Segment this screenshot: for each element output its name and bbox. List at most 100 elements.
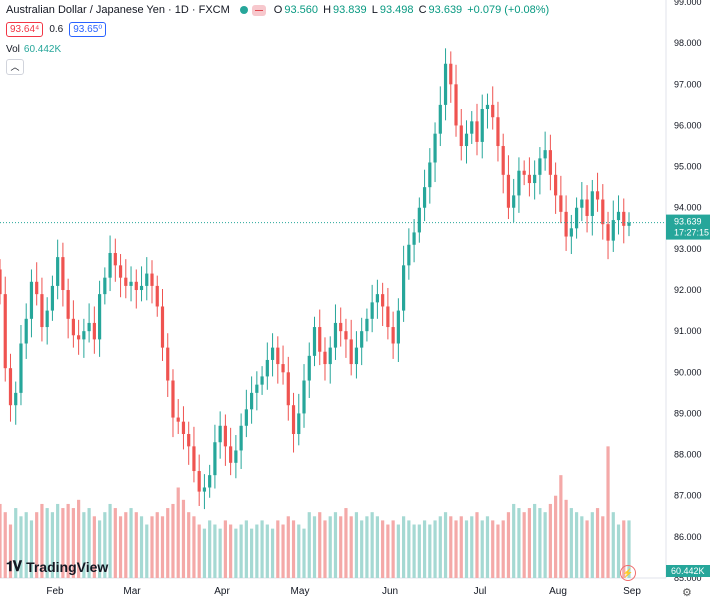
candle-body bbox=[250, 392, 254, 410]
volume-bar bbox=[276, 520, 280, 578]
volume-bar bbox=[422, 520, 427, 578]
volume-bar bbox=[595, 508, 600, 578]
candle-body bbox=[19, 343, 23, 393]
candle-body bbox=[181, 421, 186, 435]
volume-bar bbox=[270, 528, 275, 578]
volume-bar bbox=[417, 524, 421, 578]
y-tick-label: 89.000 bbox=[674, 408, 702, 418]
candle-body bbox=[139, 285, 144, 291]
candle-body bbox=[538, 158, 542, 175]
candle-body bbox=[412, 232, 416, 245]
candle-body bbox=[611, 220, 615, 241]
candle-body bbox=[97, 294, 102, 340]
change-value: +0.079 (+0.08%) bbox=[467, 4, 550, 16]
candle-body bbox=[276, 347, 280, 365]
logo-text: TradingView bbox=[26, 558, 109, 575]
volume-bar bbox=[533, 503, 537, 578]
chevron-up-icon[interactable]: ︿ bbox=[6, 59, 24, 75]
candle-body bbox=[297, 413, 301, 435]
x-tick-label: Mar bbox=[123, 586, 141, 597]
volume-bar bbox=[365, 516, 369, 578]
volume-bar bbox=[260, 520, 264, 578]
candle-body bbox=[0, 269, 2, 295]
x-tick-label: Apr bbox=[214, 586, 230, 597]
symbol-title[interactable]: Australian Dollar / Japanese Yen · 1D · … bbox=[6, 4, 230, 16]
candle-body bbox=[402, 265, 406, 311]
candle-body bbox=[616, 211, 621, 221]
volume-bar bbox=[318, 512, 322, 578]
volume-bar bbox=[611, 512, 615, 578]
volume-bar bbox=[286, 516, 290, 578]
candle-body bbox=[166, 347, 170, 381]
candle-body bbox=[176, 417, 180, 422]
candle-body bbox=[391, 327, 395, 344]
volume-bar bbox=[160, 516, 165, 578]
volume-bar bbox=[391, 520, 395, 578]
y-tick-label: 96.000 bbox=[674, 120, 702, 130]
volume-bar bbox=[14, 508, 18, 578]
volume-bar bbox=[496, 524, 500, 578]
volume-bar bbox=[297, 524, 301, 578]
candle-body bbox=[302, 380, 306, 414]
volume-bar bbox=[512, 503, 516, 578]
volume-bar bbox=[29, 520, 34, 578]
tradingview-logo[interactable]: 𝟏𝐕 TradingView bbox=[6, 558, 108, 575]
candle-body bbox=[417, 207, 421, 233]
candle-body bbox=[145, 273, 149, 286]
volume-bar bbox=[45, 508, 49, 578]
last-price-label: 93.639 bbox=[674, 217, 702, 227]
volume-bar bbox=[302, 528, 306, 578]
volume-bar bbox=[197, 524, 201, 578]
gear-icon[interactable]: ⚙ bbox=[682, 587, 692, 599]
candle-body bbox=[213, 442, 217, 476]
candle-body bbox=[627, 222, 631, 226]
minus-icon[interactable] bbox=[251, 4, 266, 16]
volume-bar bbox=[150, 516, 154, 578]
volume-bar bbox=[77, 499, 81, 578]
sell-button[interactable]: 93.64⁴ bbox=[6, 22, 44, 37]
volume-bar bbox=[569, 508, 573, 578]
volume-value: 60.442K bbox=[23, 44, 62, 55]
candle-body bbox=[349, 339, 353, 365]
candle-body bbox=[590, 191, 594, 216]
volume-bar bbox=[213, 524, 217, 578]
candle-body bbox=[464, 133, 469, 147]
candle-body bbox=[187, 434, 191, 447]
y-tick-label: 85.000 bbox=[674, 573, 702, 583]
candle-body bbox=[323, 351, 327, 365]
candle-body bbox=[155, 285, 159, 307]
volume-bar bbox=[574, 512, 579, 578]
volume-last-label: 60.442K bbox=[671, 566, 705, 576]
candle-body bbox=[433, 133, 437, 163]
volume-bar bbox=[208, 520, 212, 578]
candle-body bbox=[470, 121, 474, 134]
candle-body bbox=[396, 310, 400, 344]
lightning-icon[interactable]: ⚡ bbox=[620, 565, 636, 581]
volume-bar bbox=[218, 528, 222, 578]
candle-body bbox=[344, 331, 348, 340]
volume-legend: Vol 60.442K bbox=[6, 44, 61, 55]
x-tick-label: Aug bbox=[549, 586, 567, 597]
candle-body bbox=[118, 265, 123, 278]
y-tick-label: 95.000 bbox=[674, 162, 702, 172]
volume-bar bbox=[19, 516, 23, 578]
candle-body bbox=[150, 273, 154, 286]
candle-body bbox=[580, 199, 584, 208]
volume-bar bbox=[24, 512, 28, 578]
candle-body bbox=[574, 207, 579, 229]
volume-bar bbox=[443, 512, 448, 578]
candle-body bbox=[56, 257, 60, 286]
candle-body bbox=[543, 150, 547, 159]
volume-bar bbox=[454, 520, 458, 578]
y-tick-label: 94.000 bbox=[674, 203, 702, 213]
candle-body bbox=[281, 364, 285, 373]
candle-body bbox=[428, 162, 432, 188]
tradingview-mark-icon: 𝟏𝐕 bbox=[6, 558, 22, 574]
volume-bar bbox=[606, 446, 610, 578]
volume-bar bbox=[548, 503, 552, 578]
y-tick-label: 97.000 bbox=[674, 79, 702, 89]
candle-body bbox=[554, 174, 558, 196]
volume-bar bbox=[171, 503, 175, 578]
buy-button[interactable]: 93.65⁰ bbox=[69, 22, 107, 37]
